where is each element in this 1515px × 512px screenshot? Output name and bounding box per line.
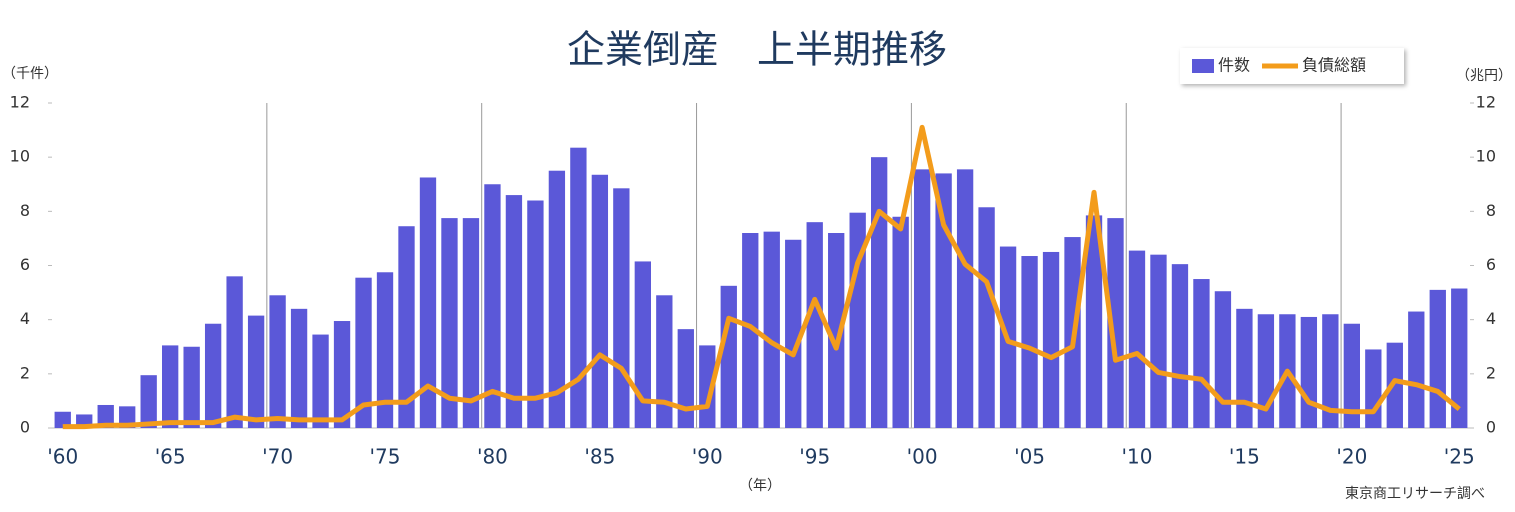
legend-swatch [1192, 59, 1214, 73]
bar [1171, 264, 1189, 428]
x-tick-label: '10 [1122, 445, 1153, 469]
y2-tick-label: 6 [1486, 255, 1496, 274]
bar [1429, 289, 1446, 428]
bar [956, 169, 974, 428]
y2-tick-label: 4 [1486, 309, 1496, 328]
x-tick-label: '70 [262, 445, 293, 469]
bar [484, 184, 501, 428]
legend-label: 件数 [1218, 56, 1250, 75]
y2-tick-label: 2 [1486, 363, 1496, 382]
bar [462, 218, 480, 428]
x-tick-label: '95 [799, 445, 830, 469]
y-tick-label: 2 [20, 363, 30, 382]
y-tick-label: 6 [20, 255, 30, 274]
x-tick-label: '90 [692, 445, 723, 469]
x-tick-label: '60 [47, 445, 78, 469]
bar [548, 170, 566, 429]
bar [742, 233, 759, 428]
y2-tick-label: 0 [1486, 418, 1496, 437]
x-tick-label: '05 [1014, 445, 1045, 469]
y2-axis-label: （兆円） [1456, 68, 1512, 84]
bar [398, 226, 415, 428]
bar [570, 147, 587, 428]
bar [140, 375, 157, 428]
bar [527, 200, 544, 428]
x-tick-label: '80 [477, 445, 508, 469]
bar [806, 222, 823, 428]
y-tick-label: 8 [20, 201, 30, 220]
bar [1085, 215, 1103, 428]
bar [763, 231, 780, 428]
bar [1193, 279, 1210, 428]
x-tick-label: '85 [584, 445, 615, 469]
y-axis-label: （千件） [2, 66, 58, 82]
bar [290, 308, 308, 428]
bar [226, 276, 243, 428]
bar [355, 277, 372, 428]
x-tick-label: '15 [1229, 445, 1260, 469]
bar [247, 315, 265, 428]
bar [333, 321, 351, 428]
bar [183, 346, 200, 428]
bar [978, 207, 995, 428]
bar [1214, 291, 1232, 428]
bar [613, 188, 630, 428]
bar [1150, 254, 1167, 428]
bar [1128, 250, 1146, 428]
bar [1021, 256, 1038, 428]
bar [1451, 288, 1468, 428]
bar [1322, 314, 1339, 428]
bar [419, 177, 437, 428]
y-tick-label: 0 [20, 418, 30, 437]
bar [591, 174, 609, 428]
bar [935, 173, 952, 428]
y-tick-label: 4 [20, 309, 30, 328]
source: 東京商工リサーチ調べ [1345, 486, 1485, 502]
y2-tick-label: 10 [1476, 147, 1496, 166]
bar [441, 218, 458, 428]
y2-tick-label: 8 [1486, 201, 1496, 220]
bar [677, 329, 694, 428]
x-tick-label: '25 [1444, 445, 1475, 469]
bar [54, 411, 71, 428]
bar [1107, 218, 1124, 428]
bar [1386, 342, 1403, 428]
bar [634, 261, 651, 428]
bar [505, 195, 523, 428]
bar [849, 212, 866, 428]
bar [1408, 311, 1425, 428]
line [62, 124, 1461, 430]
legend-label: 負債総額 [1302, 56, 1366, 75]
x-tick-label: '20 [1336, 445, 1367, 469]
x-tick-label: '65 [155, 445, 186, 469]
x-tick-label: '00 [907, 445, 938, 469]
bar [204, 323, 222, 428]
bar [312, 334, 329, 428]
bar [1236, 308, 1253, 428]
bar [656, 295, 673, 428]
bar [1042, 251, 1060, 428]
bar [97, 404, 114, 428]
y2-tick-label: 12 [1476, 93, 1496, 112]
bar [828, 233, 845, 428]
y-tick-label: 12 [10, 93, 30, 112]
x-tick-label: '75 [370, 445, 401, 469]
bar [785, 239, 802, 428]
chart-title: 企業倒産 上半期推移 [567, 28, 947, 72]
bar [913, 169, 931, 428]
y-tick-label: 10 [10, 147, 30, 166]
bar [162, 345, 179, 428]
x-axis-label: （年） [739, 478, 781, 494]
bar [1343, 323, 1360, 428]
bar [892, 216, 909, 428]
bar [1365, 349, 1382, 428]
bar [871, 157, 888, 428]
bar [720, 285, 737, 428]
bar [376, 272, 394, 428]
bar [1300, 316, 1318, 428]
bar [269, 295, 286, 428]
